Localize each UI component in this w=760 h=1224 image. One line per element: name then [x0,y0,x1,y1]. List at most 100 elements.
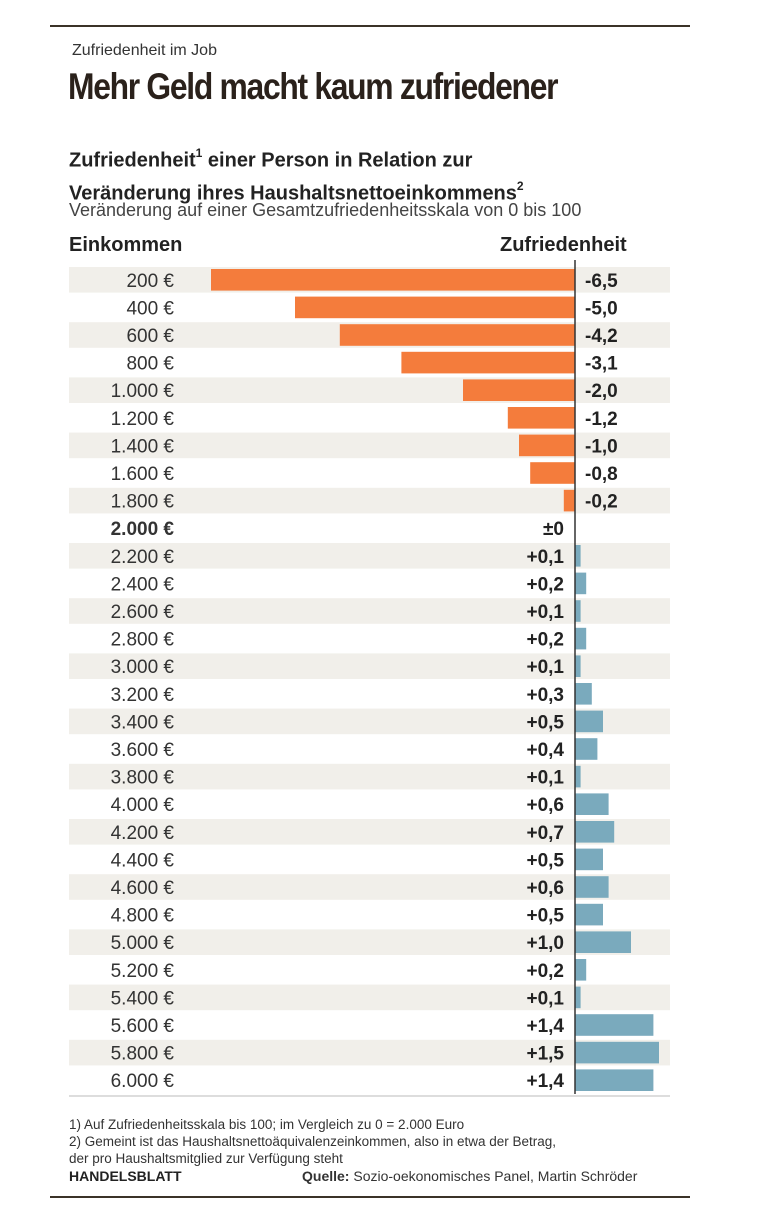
category-label: 2.200 € [111,547,175,568]
row-stripe [69,819,670,845]
footnote-2b: der pro Haushaltsmitglied zur Verfügung … [69,1151,343,1166]
value-label: -0,8 [585,464,618,485]
value-label: +0,1 [526,657,564,678]
row-stripe [69,929,670,955]
column-head-income: Einkommen [69,234,183,256]
value-label: -1,2 [585,409,618,430]
value-label: -5,0 [585,298,618,319]
value-label: +0,7 [526,823,564,844]
source-label: Quelle: [302,1168,350,1184]
top-rule [50,25,690,27]
value-label: +0,6 [526,795,564,816]
value-label: +0,1 [526,988,564,1009]
bar-positive [575,959,587,981]
bar-negative [519,434,575,457]
category-label: 4.000 € [111,795,175,816]
bar-negative [463,379,575,401]
bar-positive [575,572,587,595]
bar-positive [575,793,609,815]
subtitle-part2: einer Person in Relation zur [202,149,473,172]
bar-negative [563,489,575,512]
category-label: 2.600 € [111,602,175,623]
value-label: +0,5 [526,712,564,733]
headline: Mehr Geld macht kaum zufriedener [68,66,558,107]
chart-description: Veränderung auf einer Gesamtzufriedenhei… [69,200,582,220]
category-label: 3.800 € [111,768,175,789]
value-label: +0,1 [526,547,564,568]
category-label: 600 € [126,326,174,347]
bar-positive [575,600,581,622]
value-label: +1,5 [526,1044,564,1065]
category-label: 4.600 € [111,878,175,899]
value-label: +0,2 [526,961,564,982]
footnotes: 1) Auf Zufriedenheitsskala bis 100; im V… [69,1116,556,1167]
kicker: Zufriedenheit im Job [72,42,217,59]
bar-positive [575,1014,654,1036]
category-label: 6.000 € [111,1071,175,1092]
value-label: +0,2 [526,630,564,651]
value-label: +0,3 [526,685,564,706]
category-label: 5.000 € [111,933,175,954]
column-head-satisfaction: Zufriedenheit [500,234,627,256]
bar-positive [575,876,609,898]
bar-negative [401,351,575,374]
bar-positive [575,710,603,733]
value-label: +0,5 [526,850,564,871]
row-stripe [69,763,670,790]
value-label: +0,4 [526,740,564,761]
value-label: +0,2 [526,574,564,595]
row-stripe [69,874,670,900]
value-label: -1,0 [585,436,618,457]
category-label: 800 € [126,354,174,375]
row-stripe [69,543,670,569]
category-label: 4.200 € [111,823,175,844]
value-label: +1,4 [526,1016,564,1037]
value-label: +0,1 [526,602,564,623]
category-label: 1.200 € [111,409,175,430]
category-label: 4.400 € [111,850,175,871]
category-label: 2.000 € [111,519,175,540]
category-label: 1.600 € [111,464,175,485]
source-credit: Quelle: Sozio-oekonomisches Panel, Marti… [302,1168,637,1184]
bar-negative [295,296,575,319]
bar-negative [507,407,575,429]
bar-chart: 200 € -6,5 400 € -5,0 600 € -4,2 800 € -3,1 1.00… [69,260,670,1097]
category-label: 4.800 € [111,906,175,927]
bar-positive [575,986,581,1009]
value-label: +1,4 [526,1071,564,1092]
chart-subtitle: Zufriedenheit1 einer Person in Relation … [69,142,524,207]
value-label: ±0 [543,519,564,540]
bar-negative [530,462,575,484]
bar-negative [211,269,575,291]
category-label: 5.200 € [111,961,175,982]
category-label: 3.400 € [111,712,175,733]
value-label: +0,1 [526,768,564,789]
value-label: -3,1 [585,354,618,375]
bar-positive [575,821,615,843]
category-label: 1.800 € [111,492,175,513]
value-label: +0,6 [526,878,564,899]
footnote-marker-1: 1 [195,146,203,160]
value-label: +1,0 [526,933,564,954]
value-label: -6,5 [585,271,618,292]
row-stripe [69,984,670,1011]
brand-logo-text: HANDELSBLATT [69,1168,182,1184]
category-label: 3.600 € [111,740,175,761]
category-label: 5.800 € [111,1044,175,1065]
bar-positive [575,931,631,953]
category-label: 2.800 € [111,630,175,651]
bar-positive [575,903,603,926]
category-label: 1.400 € [111,436,175,457]
row-stripe [69,1039,670,1066]
footnote-marker-2: 2 [516,178,524,193]
bar-positive [575,738,598,760]
footnote-1: 1) Auf Zufriedenheitsskala bis 100; im V… [69,1117,465,1132]
row-stripe [69,708,670,735]
bar-negative [339,324,575,346]
source-text: Sozio-oekonomisches Panel, Martin Schröd… [349,1168,638,1184]
footnote-2a: 2) Gemeint ist das Haushaltsnettoäquival… [69,1134,557,1149]
subtitle-part3: Veränderung ihres Haushaltsnettoeinkomme… [69,182,517,205]
bar-positive [575,545,581,567]
row-stripe [69,653,670,679]
category-label: 200 € [126,271,174,292]
